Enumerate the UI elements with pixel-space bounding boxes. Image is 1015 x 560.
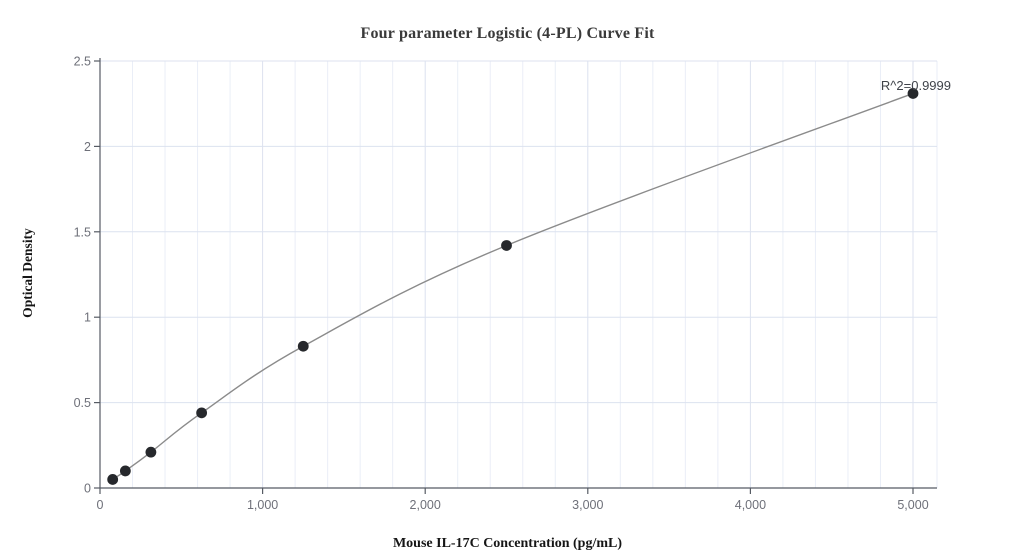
y-tick-label: 1.5 [74,225,91,239]
r-squared-annotation: R^2=0.9999 [880,78,951,93]
x-tick-label: 1,000 [247,498,278,512]
x-tick-label: 3,000 [572,498,603,512]
data-point [107,474,119,485]
y-tick-label: 0.5 [74,396,91,410]
y-tick-label: 2.5 [74,55,91,69]
fit-curve [112,92,914,481]
data-point [501,240,512,251]
data-point [297,340,309,352]
x-tick-label: 5,000 [897,498,928,512]
x-tick-label: 0 [97,498,104,512]
data-point [119,465,131,477]
x-tick-label: 4,000 [735,498,766,512]
data-point [196,407,208,419]
data-point [145,446,157,458]
x-tick-label: 2,000 [410,498,441,512]
y-tick-label: 1 [84,311,91,325]
x-axis-title: Mouse IL-17C Concentration (pg/mL) [392,536,623,551]
data-point [907,88,919,99]
y-tick-label: 2 [84,140,91,154]
y-tick-label: 0 [84,482,91,496]
chart-title: Four parameter Logistic (4-PL) Curve Fit [360,25,655,42]
